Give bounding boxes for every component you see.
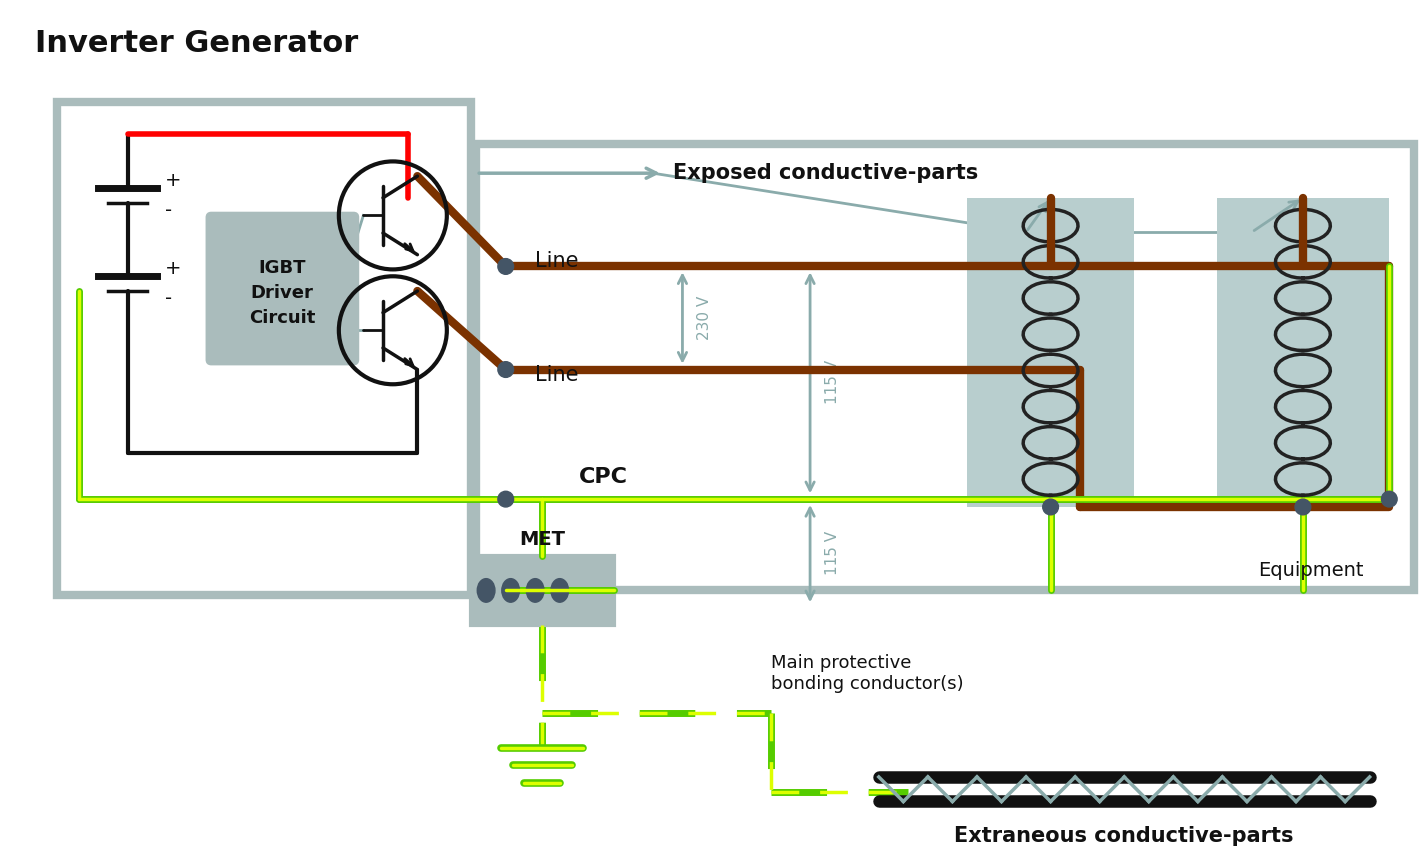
Text: Line: Line [535, 251, 579, 272]
Circle shape [498, 491, 514, 507]
Text: Main protective
bonding conductor(s): Main protective bonding conductor(s) [771, 654, 963, 693]
Text: Equipment: Equipment [1259, 561, 1364, 580]
Ellipse shape [527, 578, 544, 602]
Circle shape [498, 259, 514, 274]
Text: MET: MET [519, 530, 565, 549]
Text: Inverter Generator: Inverter Generator [34, 29, 358, 58]
Circle shape [498, 362, 514, 377]
Text: Circuit: Circuit [248, 309, 315, 327]
Text: +: + [166, 171, 181, 189]
Text: IGBT: IGBT [258, 260, 305, 278]
Text: -: - [166, 290, 173, 309]
Circle shape [1381, 491, 1397, 507]
Text: 115 V: 115 V [825, 531, 841, 575]
Bar [968, 198, 1134, 507]
Circle shape [1296, 499, 1311, 515]
Ellipse shape [477, 578, 495, 602]
Text: +: + [166, 259, 181, 278]
FancyBboxPatch shape [471, 556, 614, 625]
Text: Line: Line [535, 364, 579, 385]
Circle shape [1043, 499, 1059, 515]
Text: 230 V: 230 V [698, 296, 712, 339]
FancyBboxPatch shape [207, 213, 358, 363]
Text: Driver: Driver [251, 284, 314, 302]
Text: -: - [166, 201, 173, 220]
Text: Exposed conductive-parts: Exposed conductive-parts [672, 163, 977, 183]
Text: 115 V: 115 V [825, 360, 841, 405]
Ellipse shape [502, 578, 519, 602]
Text: CPC: CPC [579, 467, 628, 488]
Bar [1217, 198, 1390, 507]
FancyBboxPatch shape [57, 101, 471, 596]
Text: Extraneous conductive-parts: Extraneous conductive-parts [955, 826, 1294, 846]
Ellipse shape [551, 578, 568, 602]
